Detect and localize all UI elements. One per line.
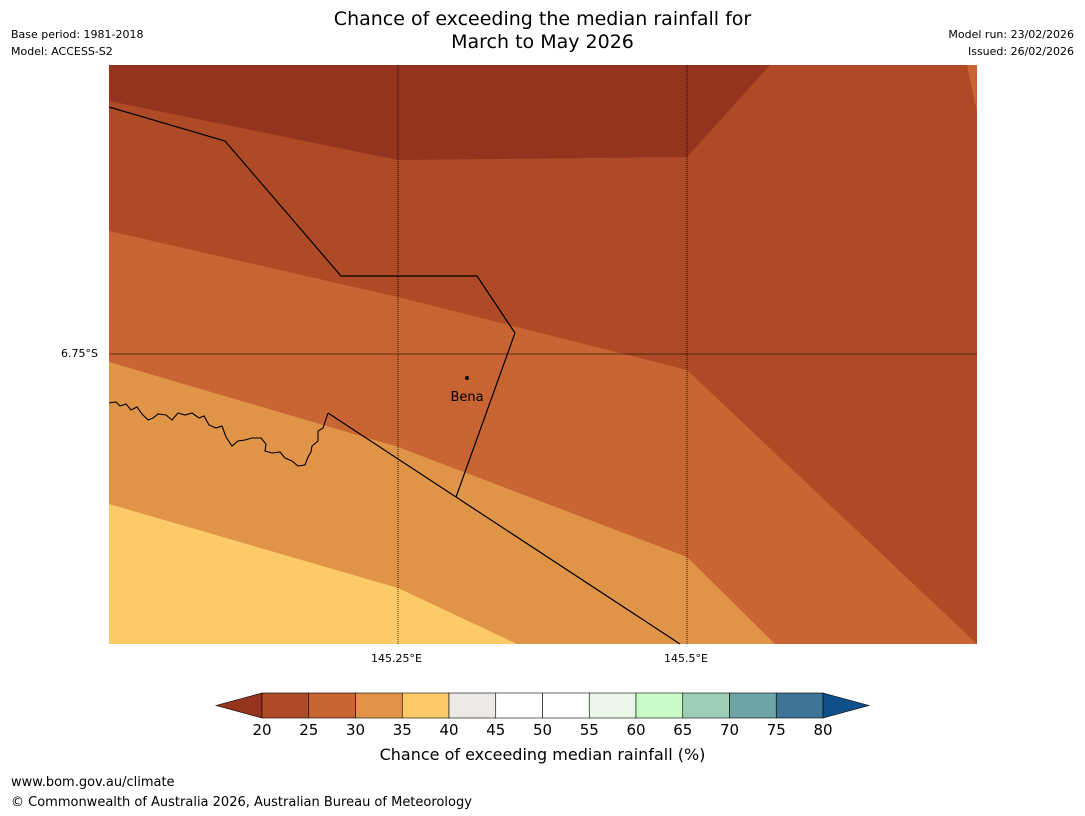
map-title: Chance of exceeding the median rainfall …	[0, 8, 1085, 54]
colorbar-box-45	[495, 692, 543, 719]
colorbar-extend-low	[214, 692, 263, 719]
colorbar: 20 25 30 35 40 45 50 55 60 65 70 75 80	[214, 692, 871, 739]
colorbar-box-65	[682, 692, 730, 719]
map-area	[109, 65, 977, 644]
colorbar-tick-80: 80	[813, 721, 832, 739]
longitude-label-2: 145.5°E	[664, 652, 708, 665]
colorbar-box-25	[308, 692, 356, 719]
colorbar-box-40	[448, 692, 497, 719]
colorbar-box-60	[635, 692, 684, 719]
bena-marker	[465, 376, 469, 380]
colorbar-extend-high	[822, 692, 871, 719]
colorbar-box-30	[355, 692, 403, 719]
colorbar-tick-50: 50	[533, 721, 552, 739]
colorbar-box-35	[401, 692, 450, 719]
colorbar-box-50	[542, 692, 590, 719]
longitude-label-1: 145.25°E	[371, 652, 422, 665]
colorbar-tick-30: 30	[346, 721, 365, 739]
colorbar-tick-45: 45	[486, 721, 505, 739]
model-run: Model run: 23/02/2026	[948, 28, 1074, 41]
meta-right: Model run: 23/02/2026 Issued: 26/02/2026	[948, 26, 1074, 60]
colorbar-tick-25: 25	[299, 721, 318, 739]
colorbar-tick-65: 65	[673, 721, 692, 739]
river-line	[109, 401, 329, 467]
footer-url: www.bom.gov.au/climate	[11, 775, 175, 790]
colorbar-box-55	[588, 692, 637, 719]
meta-left: Base period: 1981-2018 Model: ACCESS-S2	[11, 26, 143, 60]
band-right-top	[967, 65, 977, 112]
colorbar-tick-35: 35	[393, 721, 412, 739]
colorbar-box-20	[261, 692, 310, 719]
colorbar-tick-20: 20	[252, 721, 271, 739]
latitude-label: 6.75°S	[61, 347, 98, 360]
base-period: Base period: 1981-2018	[11, 28, 144, 41]
province-boundary-north	[109, 106, 516, 498]
colorbar-title: Chance of exceeding median rainfall (%)	[379, 745, 706, 764]
colorbar-box-70	[729, 692, 777, 719]
colorbar-tick-40: 40	[439, 721, 458, 739]
colorbar-tick-70: 70	[720, 721, 739, 739]
colorbar-tick-75: 75	[767, 721, 786, 739]
issued-date: Issued: 26/02/2026	[967, 45, 1074, 58]
band-35-40	[109, 504, 517, 644]
model-name: Model: ACCESS-S2	[11, 45, 113, 58]
title-line-2: March to May 2026	[451, 31, 634, 53]
colorbar-box-75	[775, 692, 824, 719]
bena-label: Bena	[450, 390, 483, 405]
footer-copyright: © Commonwealth of Australia 2026, Austra…	[11, 795, 472, 810]
colorbar-tick-55: 55	[580, 721, 599, 739]
colorbar-tick-60: 60	[626, 721, 645, 739]
band-below-20	[109, 65, 770, 160]
title-line-1: Chance of exceeding the median rainfall …	[333, 8, 752, 30]
province-boundary-south	[327, 412, 681, 644]
